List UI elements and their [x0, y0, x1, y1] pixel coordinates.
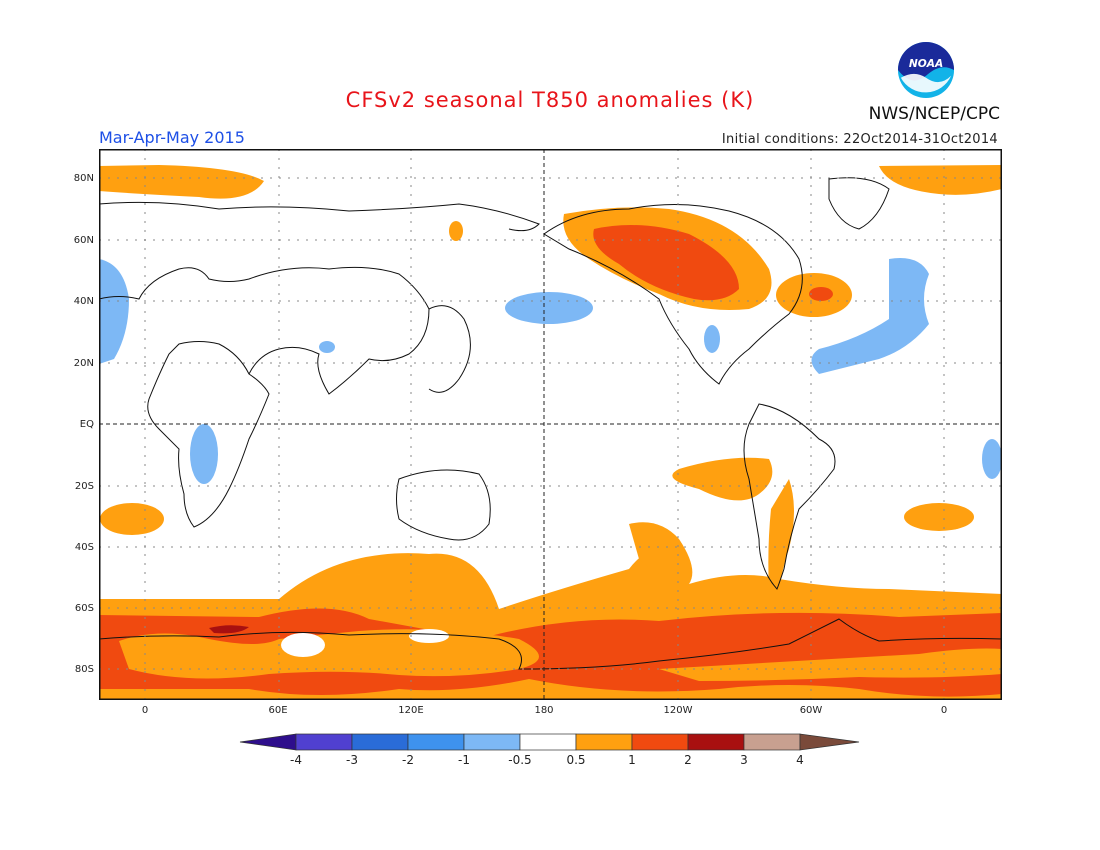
- lat-tick: 60S: [74, 603, 94, 614]
- map-frame: [99, 149, 1002, 700]
- lon-tick: 0: [141, 705, 149, 716]
- anomaly-antarctic-white: [281, 633, 325, 657]
- agency-label: NWS/NCEP/CPC: [868, 104, 1000, 124]
- colorbar-label: -2: [402, 753, 414, 767]
- lon-tick: 180: [534, 705, 554, 716]
- coastlines: [99, 177, 1002, 670]
- colorbar: [239, 733, 860, 751]
- anomaly-antarctic-white-small: [409, 629, 449, 643]
- colorbar-segment: [799, 733, 860, 751]
- anomaly-north-atlantic-blue: [811, 258, 929, 374]
- coastline-greenland: [828, 177, 890, 230]
- colorbar-label: -3: [346, 753, 358, 767]
- lon-tick: 60E: [268, 705, 288, 716]
- anomaly-africa-blue: [190, 424, 218, 484]
- colorbar-segment: [575, 733, 633, 751]
- logo-text: NOAA: [909, 57, 943, 70]
- equator-dateline: [99, 149, 1002, 700]
- anomaly-east-brazil-blue: [982, 439, 1002, 479]
- anomaly-north-pacific-blue: [505, 292, 593, 324]
- colorbar-segment: [519, 733, 577, 751]
- forecast-period: Mar-Apr-May 2015: [99, 128, 245, 147]
- coastline-europe-asia: [99, 266, 471, 395]
- colorbar-label: -0.5: [508, 753, 532, 767]
- anomaly-west-europe-blue: [99, 259, 129, 364]
- anomaly-mexico-blue: [704, 325, 720, 353]
- lat-tick: 80N: [73, 173, 94, 184]
- anomaly-siberia-orange: [449, 221, 463, 241]
- gridlines: [99, 149, 1002, 700]
- colorbar-segment: [631, 733, 689, 751]
- lon-tick: 120W: [663, 705, 693, 716]
- colorbar-label: 3: [740, 753, 748, 767]
- anomaly-south-atlantic-orange-west: [100, 503, 164, 535]
- anomaly-south-america-orange: [768, 479, 794, 599]
- colorbar-label: 1: [628, 753, 636, 767]
- colorbar-label: -4: [290, 753, 302, 767]
- anomaly-antarctic-inner-orange-east: [659, 648, 1002, 681]
- colorbar-segment: [687, 733, 745, 751]
- noaa-logo: NOAA: [897, 41, 955, 99]
- colorbar-segment: [463, 733, 521, 751]
- colorbar-label: 4: [796, 753, 804, 767]
- anomaly-arctic-orange-east: [879, 165, 1002, 195]
- lat-tick: 60N: [73, 235, 94, 246]
- lat-tick: 20S: [74, 481, 94, 492]
- anomaly-india-blue: [319, 341, 335, 353]
- coastline-australia: [396, 469, 491, 541]
- anomaly-north-america-red: [593, 225, 739, 301]
- lon-tick: 60W: [799, 705, 823, 716]
- anomaly-south-pacific-orange-2: [629, 522, 693, 584]
- initial-conditions: Initial conditions: 22Oct2014-31Oct2014: [721, 132, 998, 147]
- colorbar-label: 0.5: [566, 753, 586, 767]
- anomaly-map: [99, 149, 1002, 700]
- map-title: CFSv2 seasonal T850 anomalies (K): [345, 88, 755, 112]
- colorbar-segment: [239, 733, 297, 751]
- colorbar-segment: [351, 733, 409, 751]
- colorbar-label: 2: [684, 753, 692, 767]
- anomaly-northeast-atlantic-red: [809, 287, 833, 301]
- lat-tick: 80S: [74, 664, 94, 675]
- coastline-antarctica: [99, 618, 1002, 670]
- lat-tick: EQ: [79, 419, 94, 430]
- anomaly-arctic-orange-west: [99, 165, 264, 199]
- colorbar-segment: [743, 733, 801, 751]
- anomaly-south-pacific-orange: [672, 457, 773, 501]
- lon-tick: 120E: [398, 705, 424, 716]
- colorbar-label: -1: [458, 753, 470, 767]
- coastline-africa: [147, 341, 270, 528]
- anomaly-antarctic-darkred: [209, 625, 249, 634]
- coastline-south-america: [743, 403, 836, 590]
- lon-tick: 0: [940, 705, 948, 716]
- coastline-north-asia: [99, 201, 540, 232]
- lat-tick: 20N: [73, 358, 94, 369]
- lat-tick: 40S: [74, 542, 94, 553]
- colorbar-segment: [295, 733, 353, 751]
- colorbar-segment: [407, 733, 465, 751]
- coastline-north-america: [543, 203, 803, 385]
- lat-tick: 40N: [73, 296, 94, 307]
- anomaly-south-atlantic-orange: [904, 503, 974, 531]
